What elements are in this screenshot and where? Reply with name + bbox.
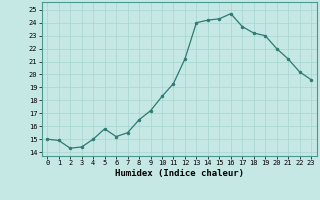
X-axis label: Humidex (Indice chaleur): Humidex (Indice chaleur) [115,169,244,178]
